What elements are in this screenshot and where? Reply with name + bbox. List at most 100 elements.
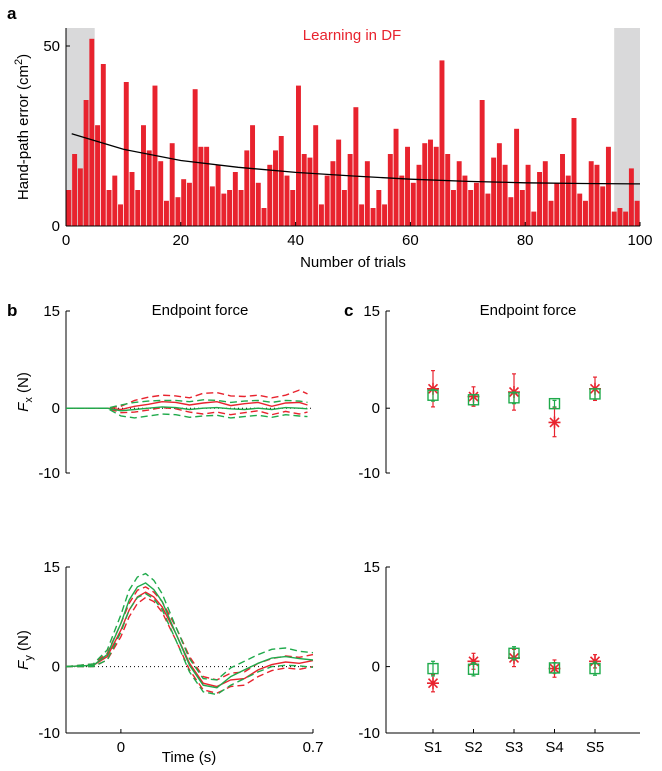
- bar: [433, 146, 439, 226]
- bar: [583, 200, 588, 226]
- bar: [496, 143, 502, 226]
- x-tick-label: 60: [402, 232, 419, 249]
- y-axis-label: Fy (N): [15, 630, 35, 670]
- bar: [485, 193, 491, 226]
- bar: [399, 175, 405, 226]
- marker-square: [427, 662, 439, 675]
- bar: [462, 175, 468, 226]
- bar: [100, 64, 106, 226]
- bar: [89, 38, 95, 226]
- y-tick-label: 0: [52, 400, 60, 417]
- bar: [491, 157, 497, 226]
- x-axis-label: Number of trials: [300, 254, 406, 271]
- bar: [450, 190, 456, 226]
- bar: [192, 89, 198, 226]
- marker-square: [508, 392, 520, 404]
- bar: [554, 182, 560, 226]
- x-axis-label: Time (s): [162, 749, 216, 766]
- x-tick-label: 0: [117, 739, 125, 756]
- bar: [600, 186, 606, 226]
- bar: [565, 175, 571, 226]
- panel-letter-b: b: [7, 301, 17, 320]
- bar: [473, 182, 479, 226]
- panel-c: c -10 0 15 Endpoint force -10 0 15 S1 S2 S3 S4 S5: [344, 301, 640, 756]
- bar: [123, 82, 129, 226]
- y-tick-label: 0: [52, 659, 60, 676]
- bar: [502, 164, 508, 226]
- bar: [238, 190, 244, 226]
- panel-a: a 0 20 40 60 80 100 0 50 Number of trials Learning…: [7, 4, 653, 271]
- bar: [439, 60, 445, 227]
- y-tick-label: 15: [43, 559, 60, 576]
- bar: [623, 211, 629, 226]
- panel-b: b -10 0 15 Fx (N) Endpoint force -10 0 15 0 0.7 Fy …: [7, 301, 323, 766]
- bar: [519, 190, 525, 226]
- bar: [169, 143, 175, 226]
- series-line-red-dashed: [66, 406, 308, 416]
- series-line-red-solid: [66, 400, 308, 411]
- y-tick-label: -10: [358, 465, 380, 482]
- bar: [209, 186, 215, 226]
- bar: [508, 197, 514, 226]
- bar: [301, 154, 307, 226]
- category-label: S3: [505, 739, 523, 756]
- bar: [163, 200, 169, 226]
- bar: [634, 200, 640, 226]
- panel-letter-c: c: [344, 301, 353, 320]
- series-line-green-dashed: [66, 592, 314, 696]
- bar: [318, 204, 324, 226]
- y-tick-label: 15: [363, 559, 380, 576]
- bar: [77, 168, 83, 226]
- bar: [146, 150, 152, 226]
- y-tick-label: -10: [38, 465, 60, 482]
- bar: [359, 204, 365, 226]
- bar: [479, 100, 485, 226]
- series-line-green-dashed: [65, 572, 314, 681]
- bar: [250, 125, 256, 226]
- bar: [353, 107, 359, 226]
- y-tick-label: 15: [43, 303, 60, 320]
- bar: [376, 190, 382, 226]
- bar: [364, 161, 370, 226]
- bar: [336, 139, 342, 226]
- marker-square: [589, 388, 601, 400]
- series-line-red-dashed: [66, 596, 314, 694]
- chart-title: Learning in DF: [303, 27, 401, 44]
- bar: [227, 190, 233, 226]
- x-tick-label: 80: [517, 232, 534, 249]
- bar: [158, 161, 164, 226]
- bar: [571, 118, 577, 226]
- y-tick-label: 15: [363, 303, 380, 320]
- marker-square: [508, 647, 520, 660]
- bar: [83, 100, 89, 226]
- marker-asterisk: [589, 655, 601, 668]
- bar: [393, 128, 399, 226]
- bar: [422, 143, 428, 226]
- bar: [628, 168, 634, 226]
- bar: [405, 146, 410, 226]
- bar: [278, 136, 284, 226]
- bar: [204, 146, 210, 226]
- bar: [244, 150, 250, 226]
- bar: [198, 146, 204, 226]
- x-tick-label: 0: [62, 232, 70, 249]
- bar: [456, 161, 462, 226]
- bar: [267, 164, 273, 226]
- bar: [428, 139, 433, 226]
- x-tick-label: 100: [627, 232, 652, 249]
- series-line-green-solid: [65, 582, 314, 689]
- bar: [542, 161, 548, 226]
- bar: [186, 182, 192, 226]
- bar: [416, 164, 422, 226]
- bar: [370, 208, 376, 226]
- bar: [468, 190, 474, 226]
- marker-square: [467, 663, 480, 675]
- fit-curve: [71, 133, 641, 185]
- marker-square: [589, 662, 601, 675]
- marker-square: [467, 394, 480, 406]
- bar: [181, 179, 187, 226]
- marker-square: [427, 389, 439, 401]
- bar: [514, 128, 520, 226]
- marker-asterisk: [467, 655, 480, 668]
- category-label: S4: [545, 739, 563, 756]
